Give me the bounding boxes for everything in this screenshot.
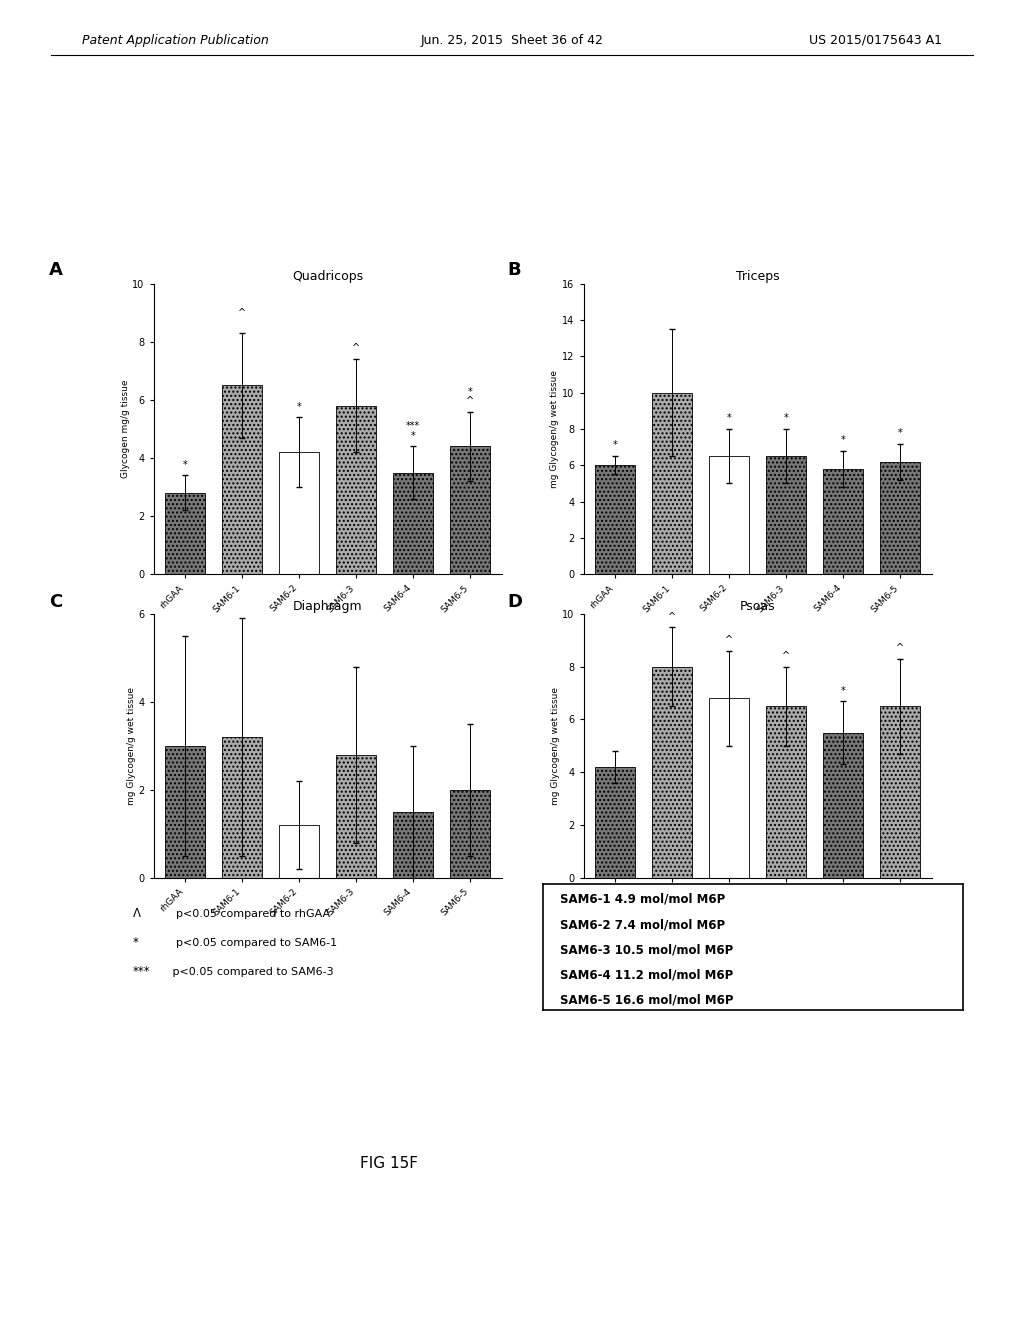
Text: p<0.05 compared to SAM6-3: p<0.05 compared to SAM6-3: [169, 968, 334, 978]
Bar: [336, 405, 376, 574]
Text: *: *: [182, 459, 187, 470]
Bar: [881, 706, 921, 878]
Text: SAM6-3 10.5 mol/mol M6P: SAM6-3 10.5 mol/mol M6P: [559, 942, 733, 956]
Text: *: *: [784, 413, 788, 424]
Bar: [823, 469, 863, 574]
Y-axis label: Glycogen mg/g tissue: Glycogen mg/g tissue: [121, 380, 130, 478]
Bar: [823, 733, 863, 878]
Text: B: B: [507, 260, 521, 279]
Text: ***
*: *** *: [407, 421, 421, 441]
Text: A: A: [49, 260, 63, 279]
Bar: [451, 446, 490, 574]
Bar: [222, 737, 262, 878]
Bar: [710, 698, 750, 878]
Text: *: *: [898, 428, 903, 438]
Title: Psoas: Psoas: [740, 599, 775, 612]
Title: Quadricops: Quadricops: [292, 269, 364, 282]
Text: ^: ^: [238, 308, 246, 327]
Text: *: *: [133, 936, 139, 949]
Text: p<0.05 compared to rhGAA: p<0.05 compared to rhGAA: [169, 909, 330, 920]
Text: *: *: [727, 413, 731, 424]
Text: ^: ^: [782, 651, 791, 661]
Text: US 2015/0175643 A1: US 2015/0175643 A1: [809, 33, 942, 46]
Text: SAM6-1 4.9 mol/mol M6P: SAM6-1 4.9 mol/mol M6P: [559, 892, 725, 906]
Bar: [595, 466, 635, 574]
Bar: [451, 789, 490, 878]
Text: *: *: [841, 685, 846, 696]
Bar: [881, 462, 921, 574]
Text: ^: ^: [896, 643, 904, 653]
Bar: [165, 746, 205, 878]
Text: Λ: Λ: [133, 907, 141, 920]
Bar: [393, 812, 433, 878]
Bar: [652, 393, 692, 574]
Bar: [280, 453, 319, 574]
Text: SAM6-2 7.4 mol/mol M6P: SAM6-2 7.4 mol/mol M6P: [559, 917, 725, 931]
Y-axis label: mg Glycogen/g wet tissue: mg Glycogen/g wet tissue: [127, 686, 135, 805]
Text: *: *: [612, 441, 617, 450]
Text: Patent Application Publication: Patent Application Publication: [82, 33, 268, 46]
Bar: [766, 457, 806, 574]
Text: ^: ^: [352, 343, 360, 354]
Bar: [280, 825, 319, 878]
Bar: [393, 473, 433, 574]
Bar: [595, 767, 635, 878]
Text: FIG 15F: FIG 15F: [360, 1156, 418, 1171]
Text: ^: ^: [668, 611, 676, 622]
Text: ^: ^: [725, 635, 733, 645]
Y-axis label: mg Glycogen/g wet tissue: mg Glycogen/g wet tissue: [551, 370, 559, 488]
Bar: [766, 706, 806, 878]
Text: Jun. 25, 2015  Sheet 36 of 42: Jun. 25, 2015 Sheet 36 of 42: [421, 33, 603, 46]
Text: *
^: * ^: [466, 387, 474, 405]
Title: Triceps: Triceps: [736, 269, 779, 282]
Text: C: C: [49, 593, 62, 611]
Text: D: D: [507, 593, 522, 611]
Bar: [336, 755, 376, 878]
Text: *: *: [841, 436, 846, 445]
Bar: [165, 492, 205, 574]
Text: ***: ***: [133, 965, 151, 978]
Title: Diaphragm: Diaphragm: [293, 599, 362, 612]
Bar: [710, 457, 750, 574]
Text: *: *: [297, 401, 301, 412]
Text: SAM6-5 16.6 mol/mol M6P: SAM6-5 16.6 mol/mol M6P: [559, 993, 733, 1006]
Bar: [222, 385, 262, 574]
Bar: [652, 667, 692, 878]
Text: p<0.05 compared to SAM6-1: p<0.05 compared to SAM6-1: [169, 939, 337, 949]
Y-axis label: mg Glycogen/g wet tissue: mg Glycogen/g wet tissue: [551, 686, 560, 805]
Text: SAM6-4 11.2 mol/mol M6P: SAM6-4 11.2 mol/mol M6P: [559, 968, 733, 981]
